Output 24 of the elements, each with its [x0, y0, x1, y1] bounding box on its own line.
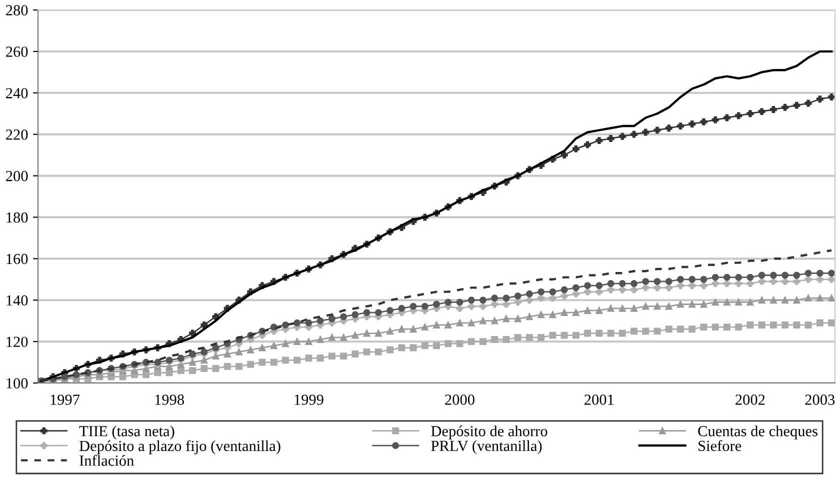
x-tick-label: 2000 — [445, 394, 474, 405]
y-tick-label: 160 — [6, 254, 28, 264]
legend-label: TIIE (tasa neta) — [79, 426, 174, 440]
x-tick-label: 2001 — [584, 394, 614, 405]
y-tick-label: 180 — [6, 212, 28, 223]
y-tick-label: 240 — [6, 88, 28, 98]
legend-label: PRLV (ventanilla) — [431, 440, 542, 454]
legend-label: Siefore — [698, 440, 742, 452]
x-tick-label: 1997 — [50, 394, 80, 405]
legend-label: Cuentas de cheques — [698, 426, 818, 440]
x-tick-label: 1999 — [294, 394, 324, 405]
y-tick-label: 280 — [6, 5, 28, 16]
x-tick-label: 1998 — [155, 394, 184, 405]
y-tick-label: 220 — [6, 129, 28, 140]
legend-label: Depósito de ahorro — [431, 426, 548, 440]
y-tick-label: 260 — [6, 46, 28, 57]
y-tick-label: 100 — [6, 378, 28, 388]
legend-label: Depósito a plazo fijo (ventanilla) — [79, 440, 280, 454]
y-tick-label: 120 — [6, 336, 28, 348]
x-tick-label: 2002 — [736, 394, 765, 405]
y-tick-label: 200 — [6, 170, 28, 182]
x-tick-label: 2003 — [805, 394, 835, 405]
legend-label: Inflación — [80, 454, 134, 466]
y-tick-label: 140 — [6, 295, 28, 306]
